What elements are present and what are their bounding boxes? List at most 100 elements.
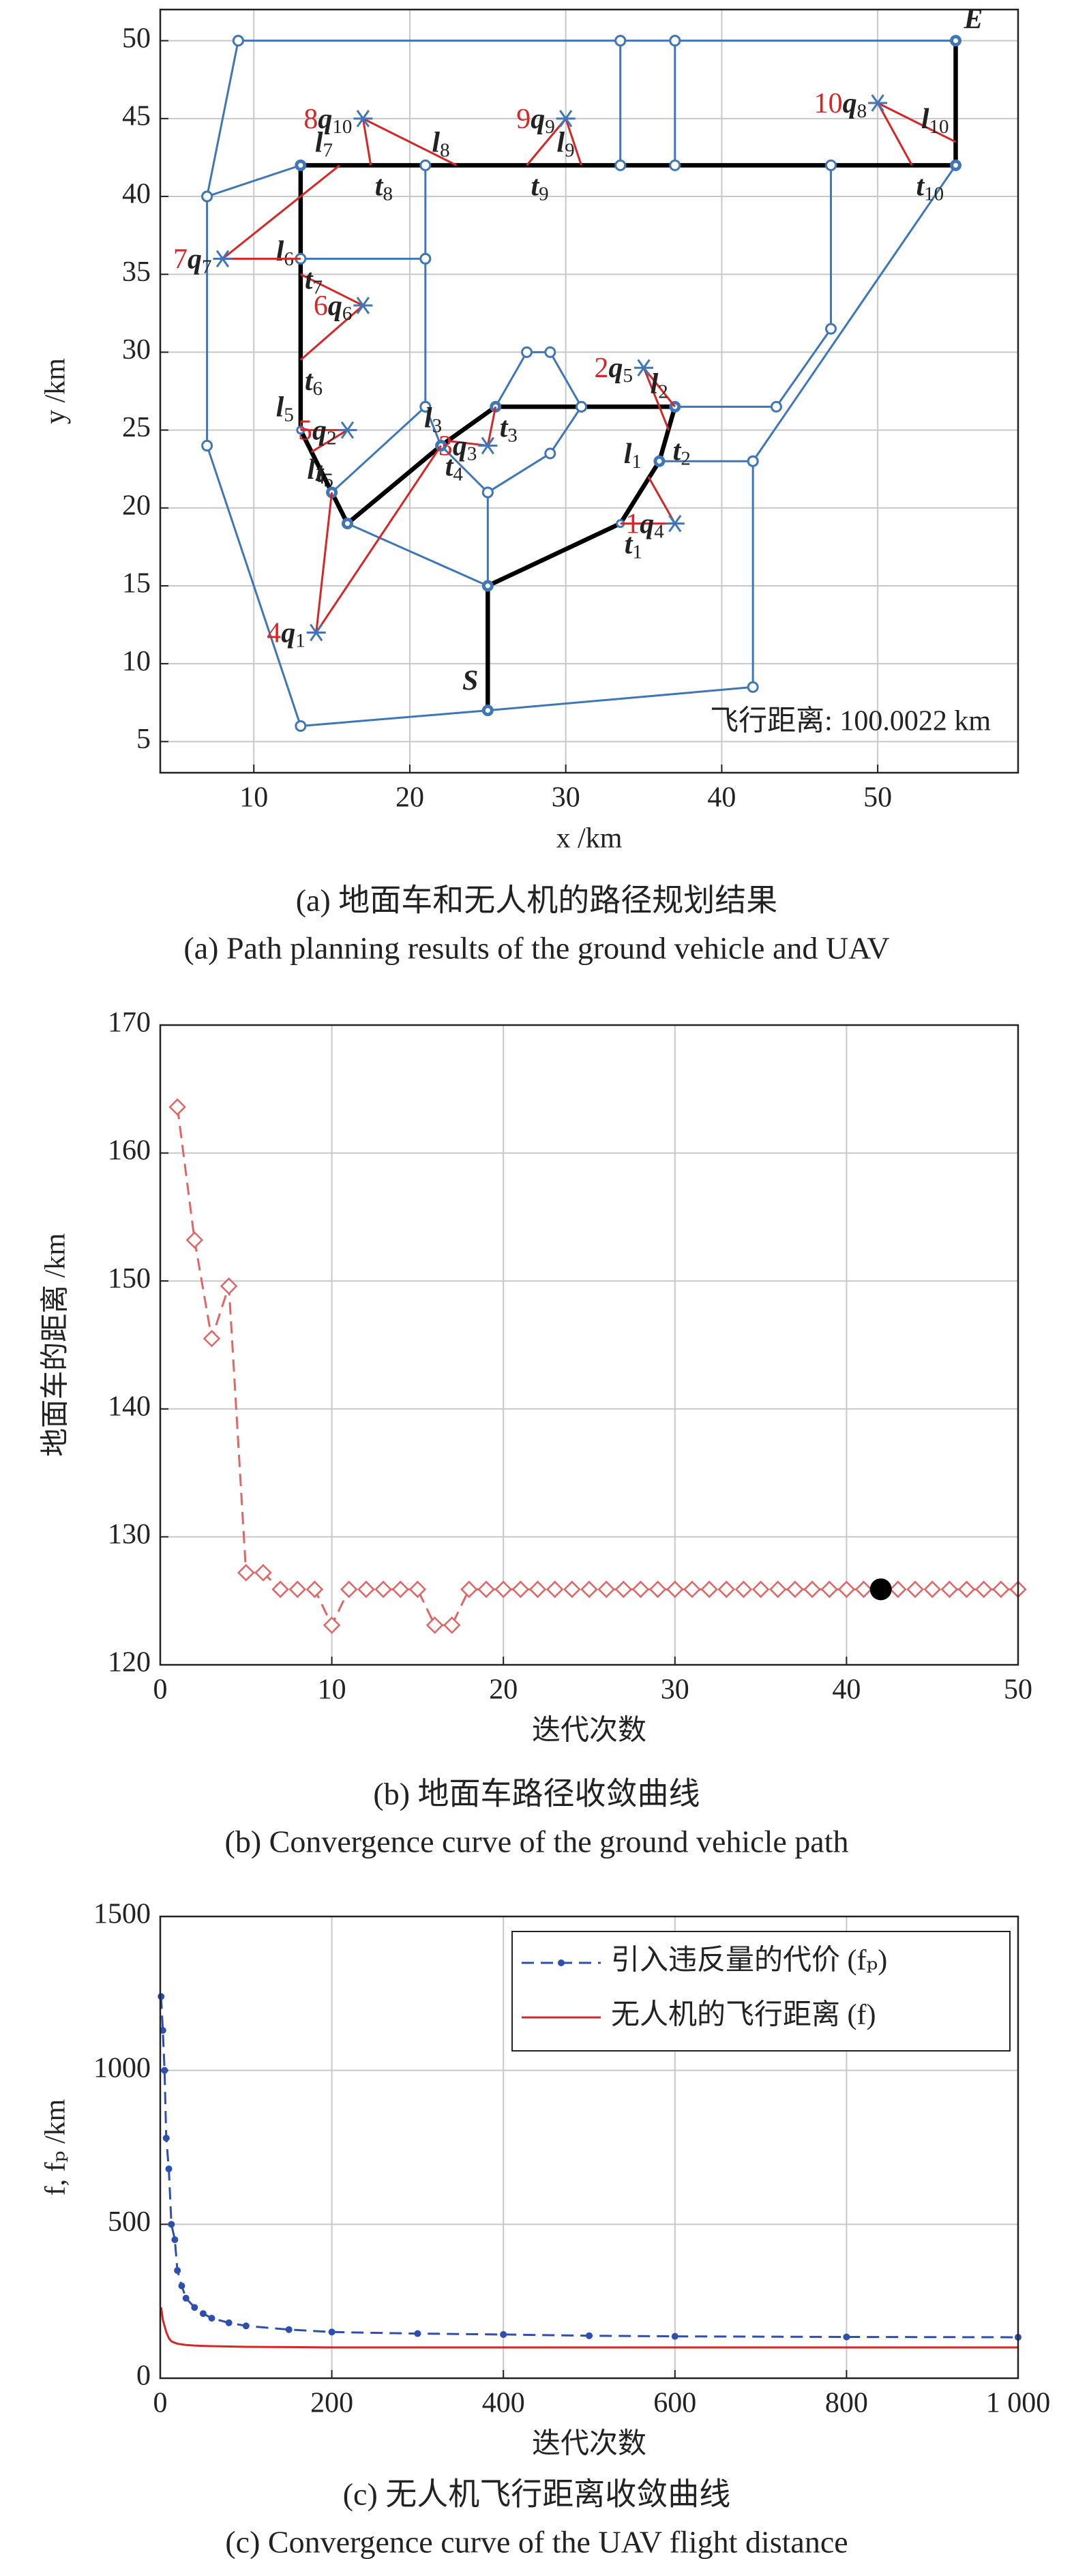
- label-part: 2: [658, 381, 668, 402]
- label-part: t: [531, 171, 540, 202]
- label-part: 3: [432, 415, 443, 436]
- point-marker: [683, 1580, 701, 1599]
- road-node: [770, 400, 782, 413]
- y-tick-label: 10: [122, 646, 151, 677]
- label-part: 2: [595, 353, 609, 384]
- legend-label: 引入违反量的代价 (fₚ): [611, 1945, 887, 1977]
- uav-flight: [565, 118, 582, 166]
- label-part: l: [556, 127, 565, 158]
- label-part: t: [316, 457, 325, 488]
- road-node: [544, 346, 556, 358]
- point-label: l2: [651, 368, 668, 402]
- road-node: [576, 400, 588, 413]
- point-marker: [225, 2319, 233, 2326]
- point-marker: [700, 1580, 718, 1599]
- point-marker: [837, 1580, 856, 1599]
- x-tick-label: 40: [832, 1674, 861, 1706]
- label-part: 9: [545, 116, 555, 138]
- point-marker: [631, 1580, 650, 1599]
- label-part: q: [453, 430, 467, 462]
- x-tick-label: 50: [1004, 1674, 1032, 1706]
- point-marker: [178, 2282, 185, 2290]
- point-label: t4: [445, 451, 464, 485]
- point-label: 9q9: [516, 103, 555, 137]
- point-marker: [734, 1580, 753, 1599]
- point-marker: [182, 2294, 190, 2302]
- road-node: [544, 447, 556, 460]
- label-part: 8: [857, 100, 867, 122]
- x-tick-label: 800: [825, 2388, 868, 2419]
- road-node: [614, 35, 627, 47]
- target-marker: [353, 110, 373, 128]
- x-tick-label: 20: [489, 1674, 518, 1706]
- best-point: [869, 1578, 892, 1601]
- label-part: 2: [681, 447, 691, 469]
- road: [207, 164, 301, 198]
- legend-box: [511, 1931, 1011, 2052]
- x-tick-label: 200: [310, 2388, 353, 2419]
- point-label: l3: [424, 402, 442, 436]
- y-tick-label: 40: [122, 179, 151, 210]
- label-part: 8: [440, 139, 450, 161]
- road-node: [481, 486, 494, 499]
- route-node: [296, 160, 305, 170]
- target-marker: [338, 421, 357, 439]
- x-axis-label: 迭代次数: [532, 1715, 646, 1747]
- label-part: 5: [298, 415, 312, 446]
- point-marker: [786, 1580, 804, 1599]
- point-marker: [940, 1580, 959, 1599]
- label-part: 3: [507, 424, 518, 446]
- point-label: t10: [916, 171, 944, 205]
- target-marker: [868, 94, 888, 112]
- road-node: [669, 35, 681, 47]
- label-part: 10: [924, 183, 944, 205]
- point-marker: [158, 1993, 165, 2000]
- x-tick-label: 30: [552, 782, 580, 814]
- point-marker: [597, 1580, 615, 1599]
- point-marker: [237, 1564, 255, 1582]
- label-part: l: [276, 236, 284, 267]
- point-marker: [391, 1580, 410, 1599]
- label-part: 10: [332, 116, 352, 138]
- point-label: 2q5: [595, 353, 633, 387]
- route-node: [951, 36, 961, 46]
- uav-flight: [877, 102, 957, 143]
- label-part: 10: [814, 88, 843, 119]
- label-part: l: [624, 439, 632, 470]
- point-marker: [305, 1580, 324, 1599]
- y-tick-label: 160: [108, 1135, 151, 1166]
- label-part: t: [673, 435, 682, 467]
- label-part: 7: [313, 276, 323, 298]
- x-tick-label: 0: [153, 1674, 168, 1706]
- y-tick-label: 35: [122, 256, 151, 288]
- road-node: [419, 159, 432, 171]
- label-part: l: [651, 368, 659, 400]
- label-part: q: [843, 88, 857, 119]
- road-node: [521, 346, 533, 358]
- point-marker: [185, 1231, 204, 1249]
- legend-label: 无人机的飞行距离 (f): [611, 1999, 876, 2031]
- uav-flight: [876, 102, 913, 166]
- caption: (b) Convergence curve of the ground vehi…: [225, 1824, 849, 1859]
- start-label: S: [462, 665, 478, 696]
- road: [751, 164, 957, 462]
- point-marker: [546, 1580, 564, 1599]
- y-tick-label: 170: [108, 1007, 151, 1039]
- road-node: [295, 720, 307, 732]
- point-marker: [285, 2326, 293, 2333]
- label-part: 4: [267, 617, 281, 649]
- end-label: E: [964, 3, 983, 35]
- road-node: [825, 159, 837, 171]
- point-label: t3: [500, 412, 518, 446]
- road-node: [419, 400, 432, 413]
- point-marker: [666, 1580, 684, 1599]
- y-axis-label: y /km: [40, 358, 72, 424]
- road-node: [232, 35, 244, 47]
- x-tick-label: 50: [863, 782, 892, 814]
- label-part: 7: [202, 256, 212, 278]
- label-part: 8: [383, 183, 393, 205]
- y-tick-label: 50: [122, 23, 151, 54]
- uav-flight: [222, 164, 340, 260]
- point-marker: [288, 1580, 307, 1599]
- caption: (b) 地面车路径收敛曲线: [373, 1777, 700, 1811]
